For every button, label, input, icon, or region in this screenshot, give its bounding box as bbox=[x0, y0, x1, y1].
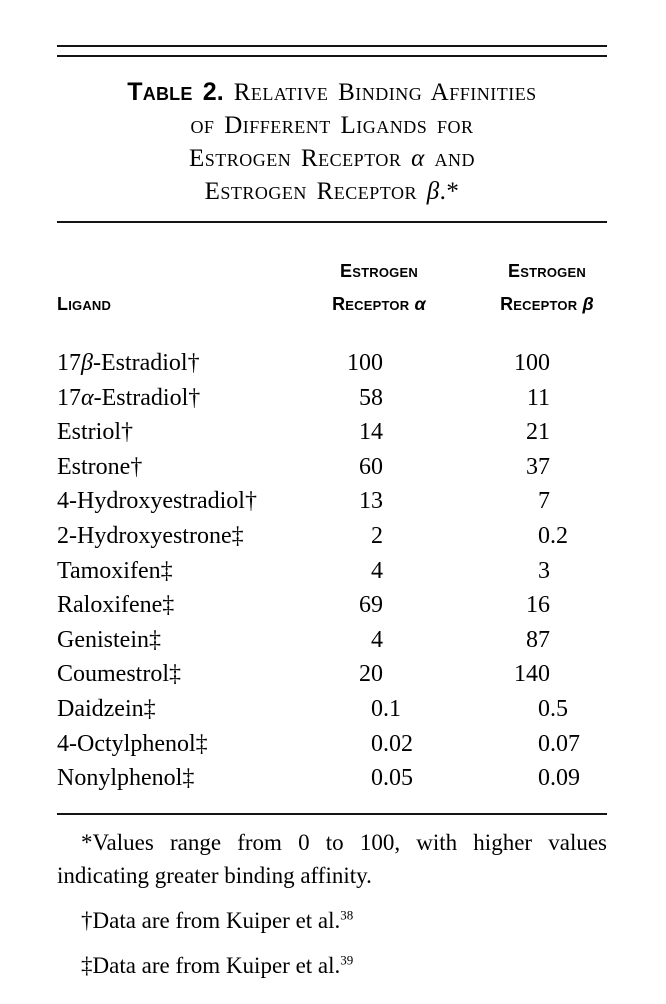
title-divider-rule bbox=[57, 221, 607, 223]
alpha-symbol: α bbox=[414, 294, 426, 314]
table-row: Estrone† 60 37 bbox=[57, 450, 607, 485]
column-header-line1: Estrogen bbox=[508, 261, 586, 281]
er-alpha-value: 0.02 bbox=[371, 730, 413, 757]
ligand-name: 4-Hydroxyestradiol† bbox=[57, 488, 257, 515]
column-header-er-alpha: Estrogen Receptor α bbox=[308, 255, 450, 321]
ligand-name: Estriol† bbox=[57, 419, 133, 446]
footnote: *Values range from 0 to 100, with higher… bbox=[57, 826, 607, 892]
reference-number: 39 bbox=[340, 952, 354, 968]
column-header-line1: Estrogen bbox=[340, 261, 418, 281]
table-row: Raloxifene‡ 69 16 bbox=[57, 588, 607, 623]
ligand-name: Nonylphenol‡ bbox=[57, 765, 195, 792]
er-beta-value: 87 bbox=[526, 626, 550, 653]
er-beta-value: 16 bbox=[526, 592, 550, 619]
title-line: Estrogen Receptor α and bbox=[188, 145, 475, 172]
table-row: 17β-Estradiol† 100 100 bbox=[57, 346, 607, 381]
reference-number: 38 bbox=[340, 907, 354, 923]
ligand-name: Genistein‡ bbox=[57, 626, 161, 653]
footnote-marker: ‡ bbox=[81, 953, 93, 978]
ligand-name: 4-Octylphenol‡ bbox=[57, 730, 208, 757]
footnote-marker: † bbox=[81, 908, 93, 933]
ligand-name: Coumestrol‡ bbox=[57, 661, 181, 688]
footnote: †Data are from Kuiper et al.38 bbox=[57, 904, 607, 937]
er-beta-value: 0.09 bbox=[538, 765, 580, 792]
column-header-er-beta: Estrogen Receptor β bbox=[476, 255, 618, 321]
table-row: Tamoxifen‡ 4 3 bbox=[57, 554, 607, 589]
er-beta-value: 0.5 bbox=[538, 695, 568, 722]
er-beta-value: 21 bbox=[526, 419, 550, 446]
er-beta-value: 0.2 bbox=[538, 522, 568, 549]
table-row: 2-Hydroxyestrone‡ 2 0.2 bbox=[57, 519, 607, 554]
footnote-text: Data are from Kuiper et al. bbox=[92, 953, 341, 978]
er-alpha-value: 14 bbox=[359, 419, 383, 446]
title-line: Table 2. Relative Binding Affinities bbox=[127, 78, 537, 106]
table-row: 4-Octylphenol‡ 0.02 0.07 bbox=[57, 727, 607, 762]
er-alpha-value: 2 bbox=[371, 522, 383, 549]
er-alpha-value: 4 bbox=[371, 626, 383, 653]
er-alpha-value: 100 bbox=[347, 350, 383, 376]
table-row: 17α-Estradiol† 58 11 bbox=[57, 381, 607, 416]
table-row: Estriol† 14 21 bbox=[57, 415, 607, 450]
table-row: 4-Hydroxyestradiol† 13 7 bbox=[57, 484, 607, 519]
top-double-rule bbox=[57, 45, 607, 57]
footnote: ‡Data are from Kuiper et al.39 bbox=[57, 949, 607, 982]
table-row: Daidzein‡ 0.1 0.5 bbox=[57, 692, 607, 727]
table-title: Table 2. Relative Binding Affinities of D… bbox=[57, 76, 607, 208]
column-header-line2: Receptor α bbox=[332, 294, 426, 314]
beta-symbol: β bbox=[582, 294, 594, 314]
title-line: Estrogen Receptor β.* bbox=[204, 178, 460, 205]
er-alpha-value: 13 bbox=[359, 488, 383, 515]
er-alpha-value: 58 bbox=[359, 384, 383, 411]
er-alpha-value: 0.1 bbox=[371, 695, 401, 722]
er-alpha-value: 60 bbox=[359, 453, 383, 480]
er-beta-value: 7 bbox=[538, 488, 550, 515]
ligand-name: Estrone† bbox=[57, 453, 143, 480]
er-alpha-value: 20 bbox=[359, 661, 383, 688]
er-beta-value: 140 bbox=[514, 661, 550, 688]
ligand-name: Daidzein‡ bbox=[57, 695, 156, 722]
ligand-name: 17α-Estradiol† bbox=[57, 384, 201, 411]
er-alpha-value: 69 bbox=[359, 592, 383, 619]
footnote-text: Values range from 0 to 100, with higher … bbox=[57, 830, 607, 888]
table-row: Genistein‡ 4 87 bbox=[57, 623, 607, 658]
footnote-text: Data are from Kuiper et al. bbox=[92, 908, 341, 933]
er-beta-value: 37 bbox=[526, 453, 550, 480]
ligand-name: 2-Hydroxyestrone‡ bbox=[57, 522, 244, 549]
ligand-name: 17β-Estradiol† bbox=[57, 350, 200, 376]
column-header-line2: Receptor β bbox=[500, 294, 594, 314]
er-beta-value: 100 bbox=[514, 350, 550, 376]
er-alpha-value: 4 bbox=[371, 557, 383, 584]
ligand-name: Tamoxifen‡ bbox=[57, 557, 173, 584]
footnote-marker: * bbox=[81, 830, 93, 855]
er-beta-value: 3 bbox=[538, 557, 550, 584]
table-body: 17β-Estradiol† 100 100 17α-Estradiol† 58 11 Es… bbox=[57, 346, 607, 796]
table-row: Nonylphenol‡ 0.05 0.09 bbox=[57, 761, 607, 796]
table-row: Coumestrol‡ 20 140 bbox=[57, 657, 607, 692]
title-line: of Different Ligands for bbox=[190, 112, 474, 139]
er-beta-value: 0.07 bbox=[538, 730, 580, 757]
ligand-name: Raloxifene‡ bbox=[57, 592, 175, 619]
column-header-ligand: Ligand bbox=[57, 294, 112, 314]
er-alpha-value: 0.05 bbox=[371, 765, 413, 792]
footnote-divider-rule bbox=[57, 813, 607, 815]
footnotes: *Values range from 0 to 100, with higher… bbox=[57, 826, 607, 982]
er-beta-value: 11 bbox=[526, 384, 550, 411]
